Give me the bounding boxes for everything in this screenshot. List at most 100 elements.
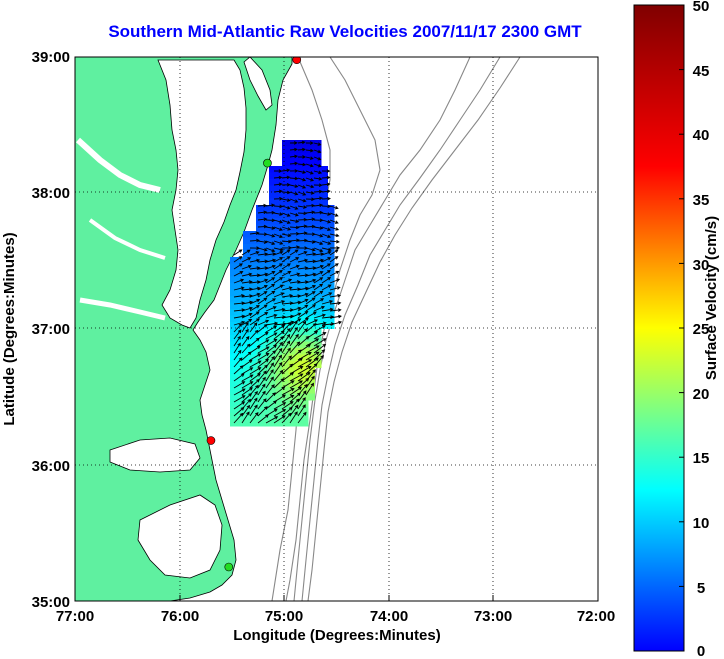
- velocity-arrow: [265, 332, 278, 340]
- velocity-cell: [288, 380, 296, 388]
- velocity-cell: [314, 341, 322, 349]
- velocity-arrow: [289, 147, 298, 152]
- velocity-arrow: [265, 203, 276, 208]
- velocity-cell: [256, 309, 263, 316]
- velocity-arrow: [257, 319, 270, 326]
- velocity-arrow: [265, 376, 274, 389]
- velocity-arrow: [249, 298, 261, 305]
- velocity-arrow: [289, 341, 301, 354]
- velocity-cell: [230, 296, 237, 303]
- plot-frame: [74, 56, 599, 602]
- velocity-cell: [321, 244, 328, 251]
- velocity-arrow: [289, 373, 304, 382]
- velocity-cell: [230, 341, 237, 349]
- velocity-cell: [249, 374, 257, 381]
- velocity-arrow: [281, 347, 291, 361]
- velocity-cell: [308, 257, 315, 264]
- velocity-arrow: [297, 162, 307, 167]
- velocity-cell: [236, 374, 244, 381]
- velocity-arrow: [313, 290, 324, 298]
- velocity-arrow: [321, 219, 332, 224]
- velocity-arrow: [297, 310, 309, 319]
- velocity-cell: [243, 302, 250, 310]
- velocity-cell: [288, 315, 296, 323]
- velocity-arrow: [257, 291, 268, 298]
- velocity-cell: [288, 309, 296, 316]
- velocity-cell: [275, 400, 283, 407]
- velocity-cell: [282, 302, 289, 310]
- velocity-arrow: [265, 306, 277, 312]
- velocity-cell: [256, 387, 263, 394]
- velocity-cell: [256, 244, 263, 251]
- velocity-cell: [256, 276, 263, 284]
- velocity-cell: [282, 179, 289, 186]
- velocity-arrow: [297, 390, 307, 403]
- velocity-cell: [314, 244, 322, 251]
- velocity-arrow: [321, 182, 331, 187]
- velocity-arrow: [281, 249, 291, 256]
- velocity-arrow: [305, 252, 317, 256]
- velocity-arrow: [241, 272, 253, 277]
- velocity-cell: [308, 302, 315, 310]
- velocity-arrow: [313, 313, 326, 319]
- velocity-arrow: [249, 318, 260, 326]
- velocity-arrow: [305, 197, 315, 202]
- velocity-arrow: [273, 263, 283, 270]
- velocity-cell: [230, 276, 237, 284]
- velocity-arrow: [305, 141, 314, 145]
- velocity-cell: [275, 237, 283, 245]
- velocity-cell: [275, 289, 283, 297]
- velocity-cell: [288, 211, 296, 219]
- velocity-cell: [321, 270, 328, 277]
- velocity-cell: [301, 419, 309, 427]
- velocity-arrow: [313, 176, 323, 181]
- velocity-cell: [262, 341, 270, 349]
- velocity-arrow: [313, 338, 327, 347]
- velocity-cell: [256, 270, 263, 277]
- velocity-arrow: [257, 358, 269, 368]
- velocity-cell: [275, 263, 283, 271]
- velocity-cell: [295, 406, 302, 414]
- velocity-cell: [288, 367, 296, 375]
- velocity-arrow: [249, 404, 258, 417]
- velocity-arrow: [281, 320, 295, 326]
- albemarle-sound: [109, 437, 201, 473]
- velocity-arrow: [265, 362, 275, 375]
- velocity-cell: [321, 198, 328, 206]
- velocity-arrow: [257, 252, 269, 256]
- velocity-cell: [301, 335, 309, 342]
- velocity-cell: [308, 335, 315, 342]
- velocity-cell: [295, 205, 302, 212]
- x-tick-marks: [74, 595, 599, 601]
- velocity-arrow: [305, 266, 317, 270]
- velocity-arrow: [281, 363, 294, 375]
- velocity-cell: [295, 192, 302, 199]
- velocity-cell: [327, 224, 335, 232]
- velocity-cell: [321, 172, 328, 180]
- velocity-arrow: [281, 233, 292, 238]
- velocity-cell: [327, 302, 335, 310]
- velocity-arrow: [321, 277, 332, 284]
- velocity-cell: [314, 172, 322, 180]
- velocity-cell: [282, 283, 289, 290]
- velocity-cell: [262, 224, 270, 232]
- velocity-arrow: [249, 238, 260, 243]
- velocity-arrow: [321, 233, 332, 239]
- velocity-cell: [282, 185, 289, 193]
- velocity-arrow: [289, 225, 300, 230]
- velocity-cell: [314, 231, 322, 238]
- velocity-arrow: [329, 212, 339, 217]
- velocity-cell: [282, 205, 289, 212]
- y-tick-label: 38:00: [32, 185, 70, 202]
- y-tick-label: 39:00: [32, 49, 70, 66]
- velocity-cell: [321, 309, 328, 316]
- velocity-arrow: [265, 350, 277, 361]
- velocity-cell: [288, 224, 296, 232]
- velocity-cell: [314, 289, 322, 297]
- velocity-cell: [236, 400, 244, 407]
- velocity-arrow: [257, 390, 266, 403]
- velocity-cell: [295, 354, 302, 362]
- velocity-cell: [288, 205, 296, 212]
- velocity-cell: [262, 354, 270, 362]
- y-tick-label: 37:00: [32, 321, 70, 338]
